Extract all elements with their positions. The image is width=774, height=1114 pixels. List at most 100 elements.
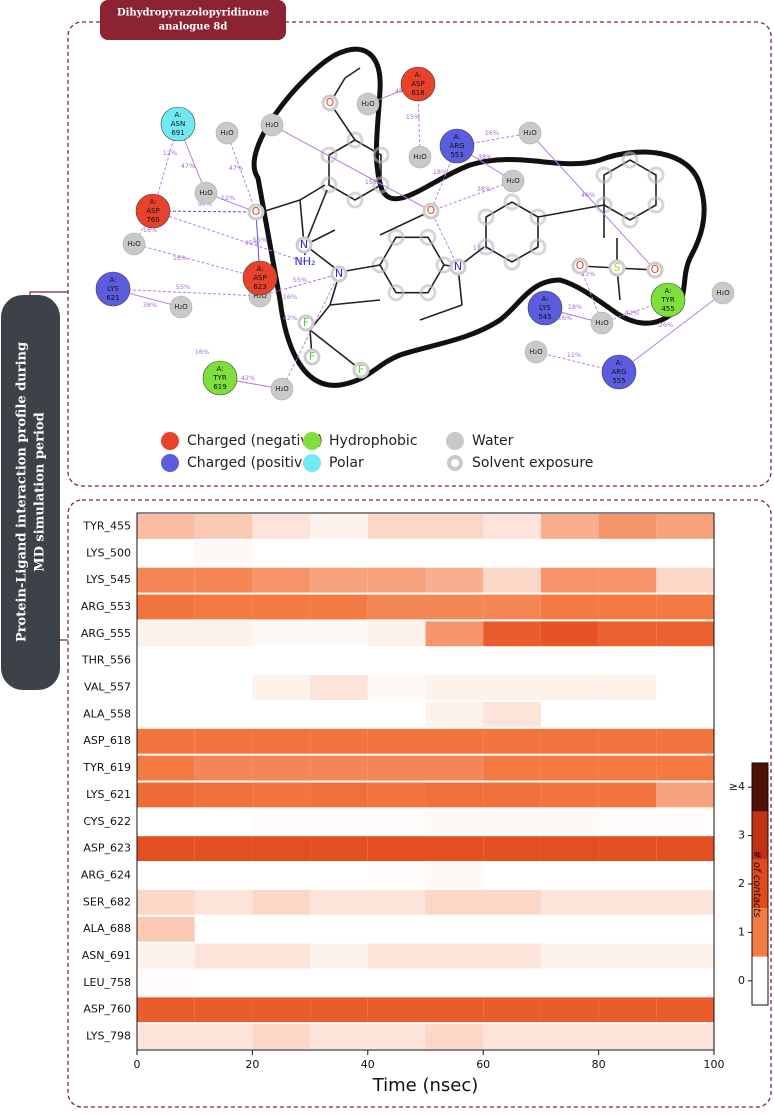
- heat-cell: [483, 916, 541, 942]
- residue-label: TYR: [660, 296, 675, 304]
- heat-cell: [540, 782, 599, 808]
- legend-swatch: [446, 432, 464, 450]
- interaction: [133, 243, 261, 279]
- interaction-label: 12%: [221, 194, 235, 202]
- heat-cell: [310, 916, 368, 942]
- atom-label: F: [358, 363, 364, 376]
- heat-cell: [425, 997, 484, 1023]
- residue-label: ASP: [146, 207, 159, 215]
- interaction-label: 42%: [241, 374, 255, 382]
- heat-cell: [598, 594, 657, 620]
- heat-cell: [540, 916, 599, 942]
- atom-label: O: [326, 96, 335, 109]
- heat-cell: [656, 997, 714, 1023]
- row-label: ASP_618: [83, 734, 131, 747]
- heat-cell: [252, 567, 311, 593]
- row-label: ASN_691: [82, 949, 131, 962]
- residue: [650, 282, 686, 318]
- interaction-label: 47%: [181, 162, 195, 170]
- heat-cell: [540, 675, 599, 700]
- solvent-halo: [477, 238, 495, 256]
- solvent-halo: [503, 253, 521, 271]
- heat-cell: [252, 1024, 311, 1049]
- heat-cell: [483, 594, 541, 620]
- heat-cell: [194, 889, 253, 915]
- heat-cell: [252, 863, 311, 888]
- interaction: [529, 132, 656, 271]
- heat-cell: [367, 514, 426, 539]
- heat-cell: [483, 889, 541, 915]
- water-label: H₂O: [174, 303, 188, 311]
- residue-label: A:: [541, 295, 548, 303]
- heat-cell: [540, 540, 599, 566]
- residue-label: A:: [149, 198, 156, 206]
- solvent-halo: [346, 191, 364, 209]
- heat-cell: [483, 809, 541, 835]
- heat-cell: [137, 970, 195, 996]
- heat-cell: [540, 594, 599, 620]
- interaction: [430, 180, 514, 212]
- ring: [328, 139, 382, 201]
- heat-cell: [310, 889, 368, 915]
- heat-cell: [598, 567, 657, 593]
- heat-cell: [483, 970, 541, 996]
- interaction: [430, 210, 459, 268]
- heat-cell: [425, 514, 484, 539]
- heat-cell: [137, 1024, 195, 1049]
- heat-cell: [194, 836, 253, 862]
- side-label: Protein-Ligand interaction profile durin…: [15, 342, 30, 642]
- ligand: [261, 67, 665, 371]
- heat-cell: [425, 755, 484, 781]
- heat-cell: [252, 728, 311, 754]
- residue-label: A:: [664, 287, 671, 295]
- interaction-label: 16%: [173, 254, 187, 262]
- row-label: ARG_553: [81, 600, 131, 613]
- heat-cell: [540, 836, 599, 862]
- heat-cell: [194, 675, 253, 700]
- water-label: H₂O: [506, 177, 520, 185]
- interaction: [271, 124, 432, 212]
- heat-cell: [483, 943, 541, 969]
- interaction-label: 16%: [195, 348, 209, 356]
- water-label: H₂O: [595, 319, 609, 327]
- heat-cell: [137, 514, 195, 539]
- heat-cell: [425, 728, 484, 754]
- atom-label: O: [576, 259, 585, 272]
- diagram-title: Dihydropyrazolopyridinone: [117, 8, 269, 19]
- heat-cell: [137, 540, 195, 566]
- heat-cell: [310, 809, 368, 835]
- heat-cell: [367, 755, 426, 781]
- side-badge: [1, 295, 60, 690]
- residue: [202, 360, 238, 396]
- heat-cell: [425, 863, 484, 888]
- heat-cell: [656, 755, 714, 781]
- heat-cell: [137, 782, 195, 808]
- interaction-label: 18%: [568, 303, 582, 311]
- side-label-group: Protein-Ligand interaction profile durin…: [15, 342, 48, 642]
- x-tick-label: 80: [592, 1058, 606, 1071]
- heat-cell: [425, 889, 484, 915]
- heat-cell: [367, 782, 426, 808]
- heat-cell: [137, 728, 195, 754]
- heat-cell: [598, 1024, 657, 1049]
- heat-cell: [367, 1024, 426, 1049]
- colorbar-band: [752, 859, 768, 909]
- water: [194, 181, 218, 205]
- atom-label: O: [427, 204, 436, 217]
- residue-label: ARG: [611, 368, 626, 376]
- row-label: LYS_798: [86, 1030, 131, 1043]
- atom: [449, 258, 467, 276]
- heat-cell: [540, 863, 599, 888]
- water-label: H₂O: [523, 129, 537, 137]
- residue: [527, 290, 563, 326]
- heat-cell: [483, 728, 541, 754]
- heat-cell: [598, 701, 657, 727]
- heat-cell: [425, 621, 484, 647]
- heat-cell: [310, 943, 368, 969]
- colorbar-tick-label: ≥4: [729, 780, 745, 793]
- heat-cell: [540, 1024, 599, 1049]
- interaction-label: 12%: [163, 149, 177, 157]
- interaction-label: 55%: [176, 283, 190, 291]
- heat-cell: [483, 514, 541, 539]
- water: [408, 145, 432, 169]
